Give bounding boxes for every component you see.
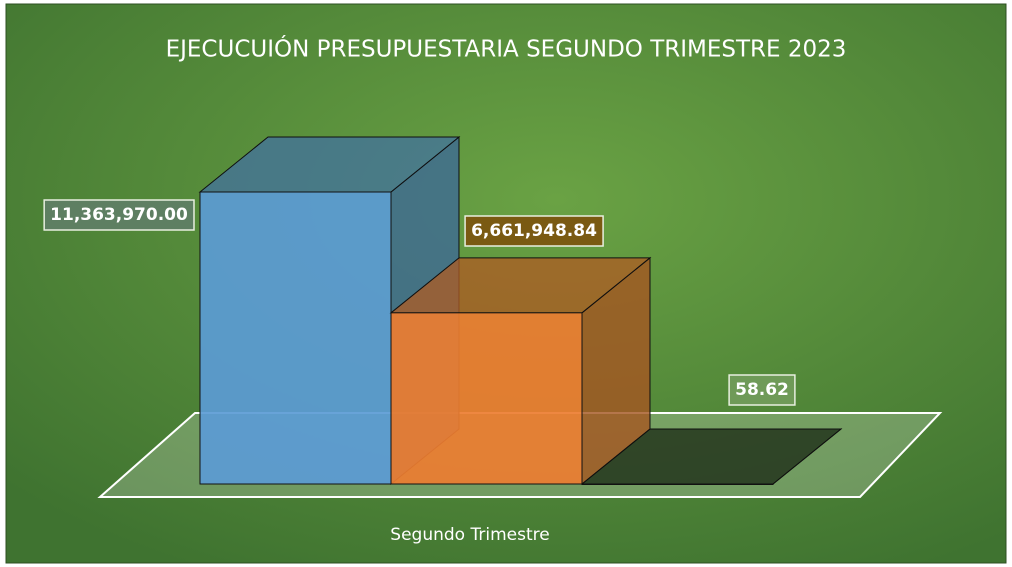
bar-side-shade [582, 257, 650, 484]
data-label-box [728, 374, 796, 406]
bars [198, 135, 843, 486]
data-label: 58.62 [735, 380, 789, 400]
data-label: 11,363,970.00 [50, 205, 188, 225]
bar [199, 191, 392, 485]
data-label-box [43, 199, 195, 231]
bar-top-shade [582, 428, 841, 484]
bar-top-shade [200, 137, 459, 192]
data-label-box [464, 215, 604, 247]
bar [581, 483, 774, 485]
x-tick-label: Segundo Trimestre [390, 525, 549, 545]
chart-title: EJECUCUIÓN PRESUPUESTARIA SEGUNDO TRIMES… [166, 35, 847, 63]
data-label: 6,661,948.84 [471, 221, 597, 241]
bar-top-shade [391, 257, 650, 313]
bar [390, 312, 583, 485]
